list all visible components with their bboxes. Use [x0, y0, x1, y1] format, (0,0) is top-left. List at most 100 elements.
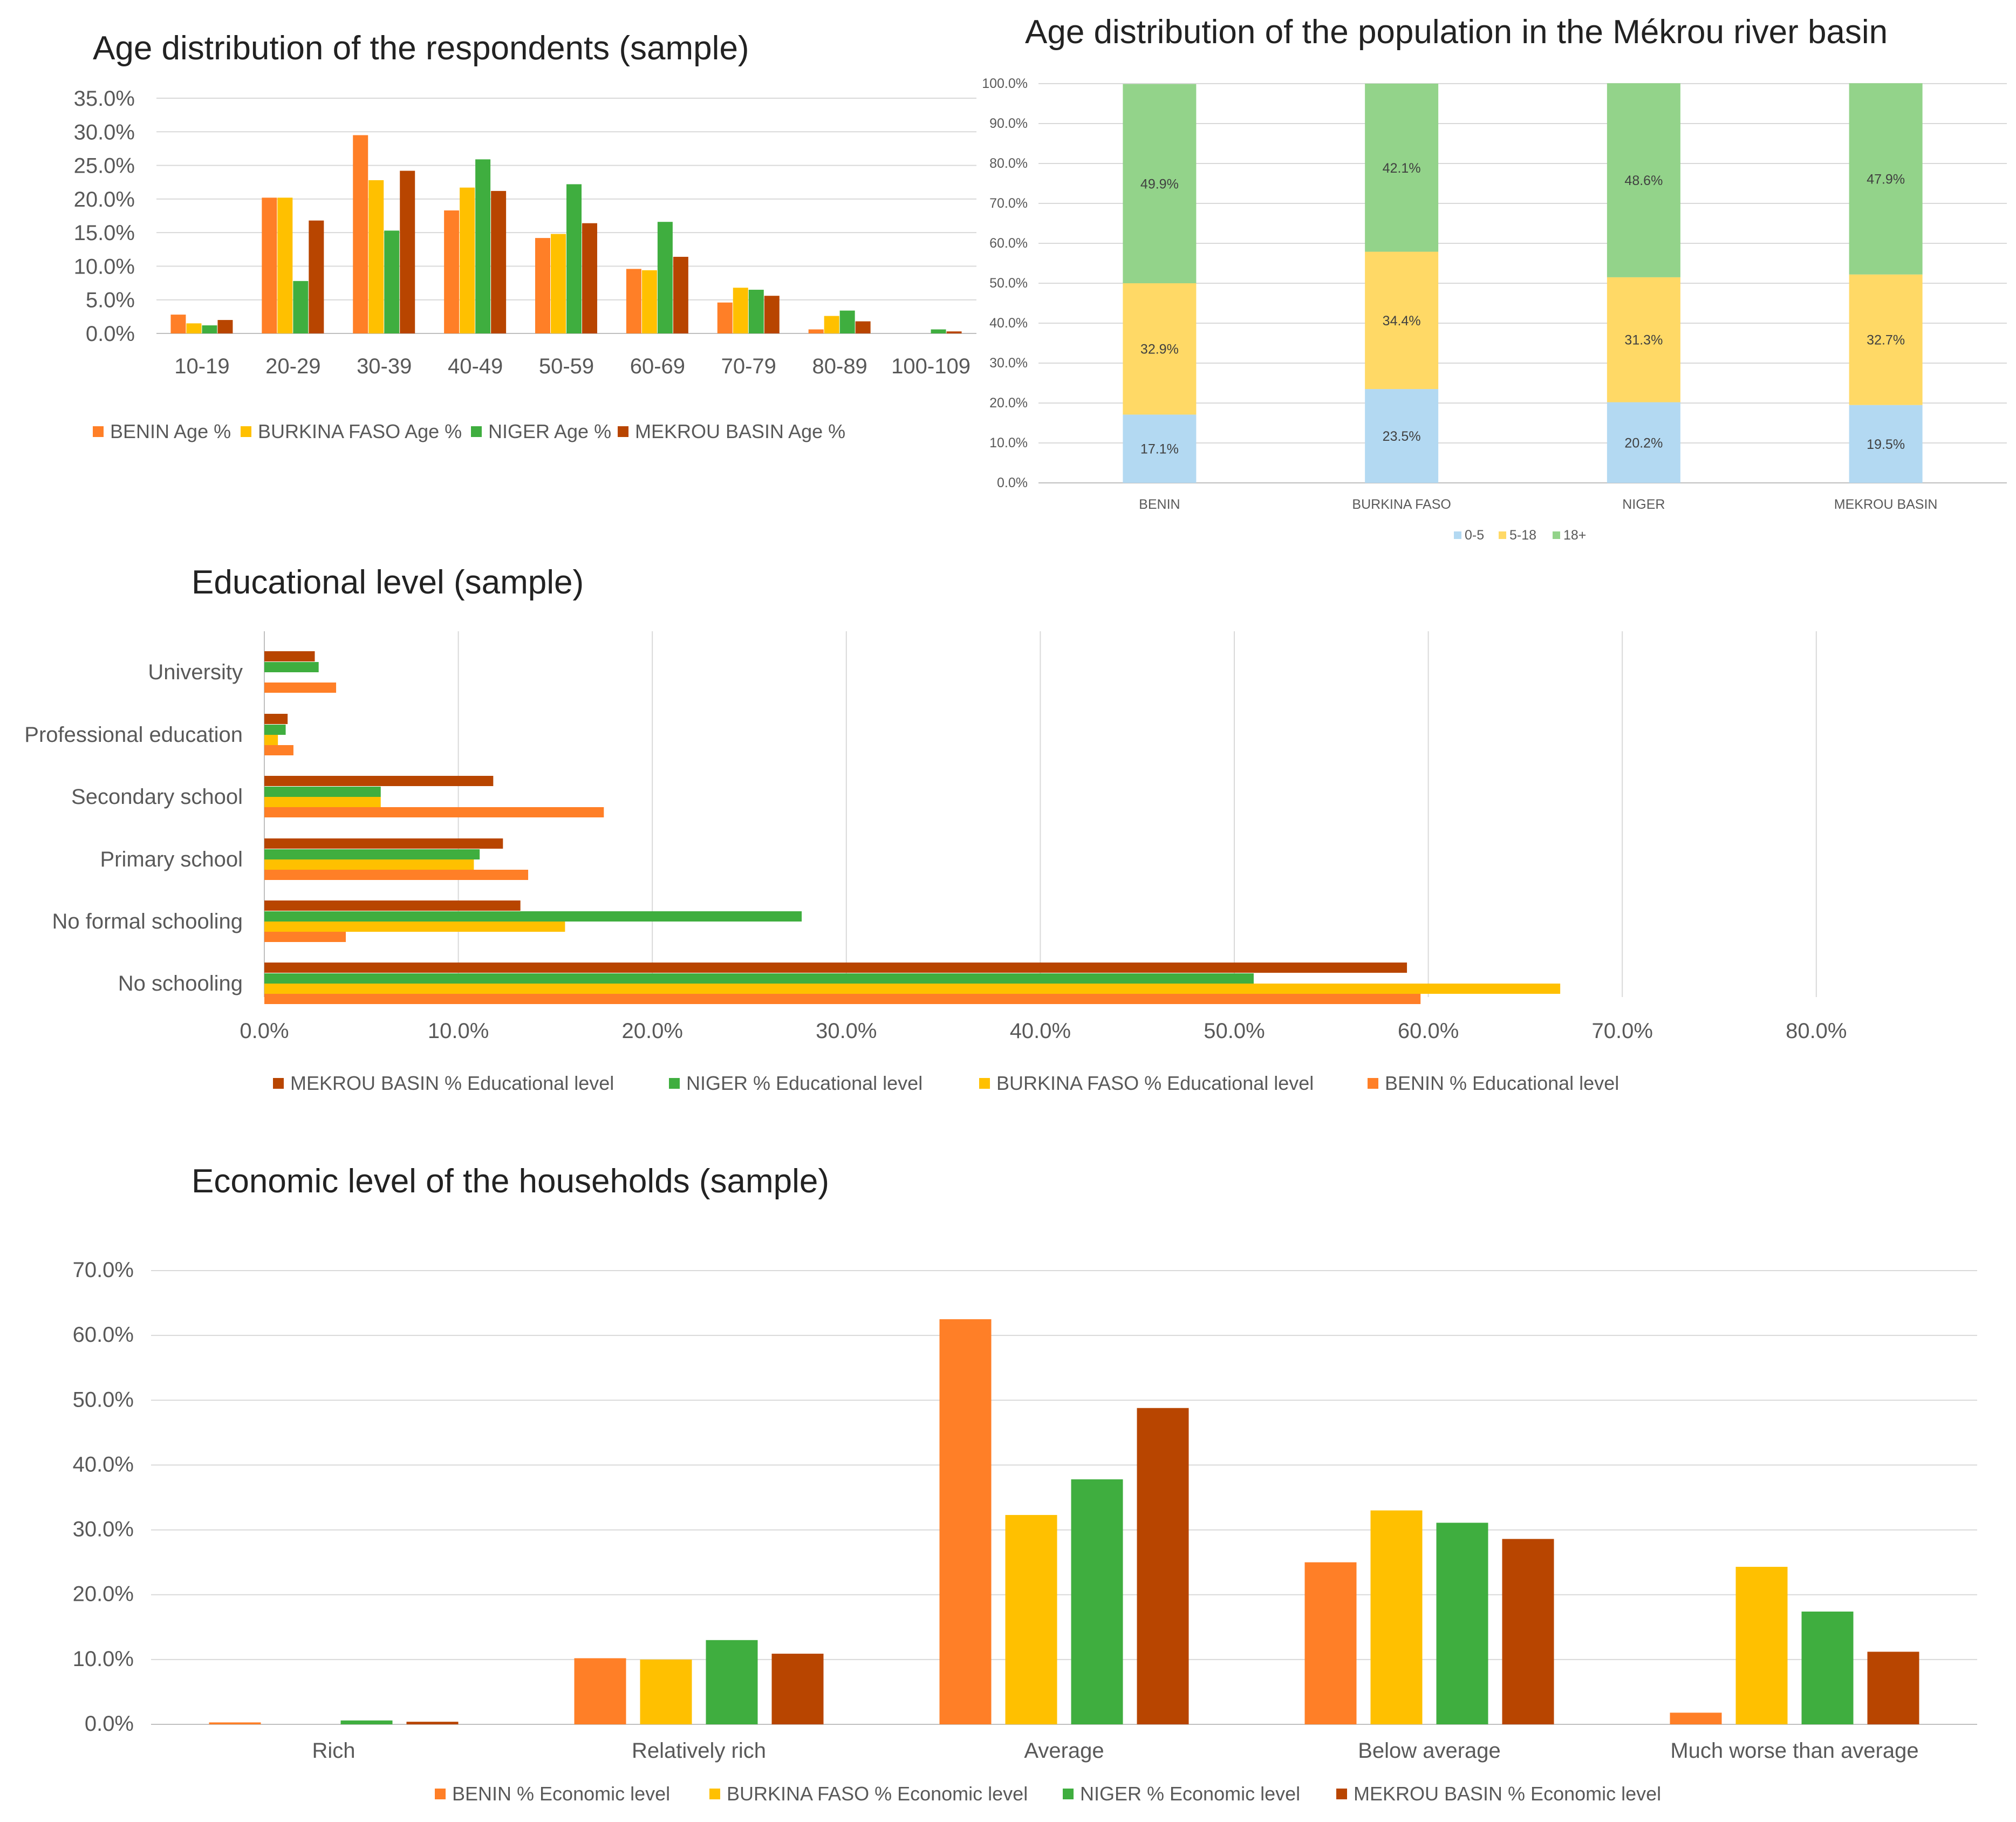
x-tick-label: 10.0% — [428, 1019, 489, 1043]
bar-niger — [264, 973, 1254, 984]
legend-label: 5-18 — [1509, 528, 1536, 543]
bar-benin — [717, 302, 733, 333]
bar-burkina — [551, 234, 566, 333]
bar-mekrou — [400, 170, 415, 333]
bar-burkina — [368, 180, 384, 333]
bar-mekrou — [771, 1654, 824, 1724]
chart-title: Economic level of the households (sample… — [192, 1163, 829, 1200]
bar-mekrou — [309, 220, 324, 333]
bar-mekrou — [491, 190, 507, 333]
legend-label: 0-5 — [1465, 528, 1484, 543]
population-age-chart: Age distribution of the population in th… — [982, 13, 2007, 543]
y-tick-label: 60.0% — [73, 1323, 134, 1347]
legend-label: NIGER % Economic level — [1080, 1783, 1300, 1805]
x-tick-label: 20-29 — [265, 354, 320, 378]
legend-swatch — [241, 426, 251, 437]
stack-segment-5-18 — [1607, 277, 1680, 402]
legend-swatch — [1368, 1078, 1378, 1089]
stack-segment-0-5 — [1123, 414, 1197, 483]
y-tick-label: 100.0% — [982, 76, 1028, 91]
bar-niger — [264, 662, 319, 672]
y-tick-label: 80.0% — [989, 156, 1028, 171]
bar-niger — [931, 329, 946, 333]
x-tick-label: 0.0% — [240, 1019, 289, 1043]
bar-niger — [264, 725, 286, 735]
bar-burkina — [733, 288, 748, 333]
x-tick-label: 70-79 — [721, 354, 776, 378]
data-label: 20.2% — [1624, 435, 1663, 451]
y-tick-label: 10.0% — [73, 1647, 134, 1671]
bar-burkina — [1735, 1567, 1788, 1724]
legend-swatch — [1499, 531, 1506, 539]
bar-mekrou — [855, 321, 871, 333]
x-tick-label: Average — [1024, 1739, 1104, 1763]
y-tick-label: 25.0% — [74, 154, 135, 178]
bar-burkina — [460, 187, 475, 333]
y-tick-label: 30.0% — [989, 356, 1028, 371]
x-tick-label: Below average — [1358, 1739, 1501, 1763]
legend-label: MEKROU BASIN Age % — [635, 420, 845, 442]
y-tick-label: 60.0% — [989, 236, 1028, 251]
y-tick-label: Secondary school — [71, 785, 243, 809]
legend-label: MEKROU BASIN % Economic level — [1354, 1783, 1661, 1805]
education-chart: Educational level (sample) 0.0% 10.0% 20.0%… — [24, 564, 1847, 1094]
legend-swatch — [435, 1789, 446, 1799]
y-tick-label: 70.0% — [73, 1258, 134, 1282]
data-label: 47.9% — [1867, 172, 1905, 187]
bar-benin — [1304, 1562, 1357, 1724]
x-tick-label: 40-49 — [448, 354, 503, 378]
stack-segment-18+ — [1123, 84, 1197, 284]
x-tick-label: 60.0% — [1398, 1019, 1459, 1043]
stack-segment-0-5 — [1849, 405, 1923, 483]
y-tick-label: 15.0% — [74, 221, 135, 245]
chart-title: Age distribution of the population in th… — [1025, 13, 1888, 51]
x-tick-label: BENIN — [1139, 497, 1180, 512]
data-label: 42.1% — [1383, 161, 1421, 176]
y-tick-label: 40.0% — [73, 1452, 134, 1476]
bar-niger — [1071, 1479, 1123, 1724]
legend-swatch — [709, 1789, 720, 1799]
bar-burkina — [1370, 1510, 1423, 1724]
x-tick-label: 100-109 — [891, 354, 971, 378]
x-tick-label: 60-69 — [630, 354, 685, 378]
bar-niger — [264, 787, 381, 797]
bar-benin — [444, 210, 460, 333]
bar-benin — [264, 870, 529, 880]
stack-segment-18+ — [1607, 83, 1680, 277]
x-tick-label: 40.0% — [1010, 1019, 1071, 1043]
economic-chart: Economic level of the households (sample… — [73, 1163, 1977, 1805]
bar-niger — [293, 281, 309, 333]
bar-mekrou — [1502, 1539, 1554, 1724]
legend-swatch — [1063, 1789, 1074, 1799]
bar-mekrou — [764, 296, 780, 333]
bar-niger — [264, 911, 802, 922]
y-tick-label: 5.0% — [86, 289, 135, 312]
legend-swatch — [1454, 531, 1461, 539]
legend-label: BURKINA FASO Age % — [258, 420, 462, 442]
y-tick-label: 0.0% — [86, 322, 135, 346]
bar-benin — [1670, 1712, 1722, 1724]
bar-niger — [202, 325, 217, 333]
data-label: 32.7% — [1867, 333, 1905, 348]
bar-mekrou — [946, 331, 962, 333]
bar-burkina — [824, 316, 839, 333]
bar-mekrou — [582, 223, 597, 333]
bar-benin — [626, 269, 641, 333]
bar-benin — [264, 807, 604, 817]
bar-mekrou — [264, 838, 503, 849]
legend-label: NIGER % Educational level — [686, 1072, 922, 1094]
data-label: 23.5% — [1383, 429, 1421, 444]
x-tick-label: 30.0% — [816, 1019, 877, 1043]
legend-swatch — [618, 426, 628, 437]
x-tick-label: 50.0% — [1204, 1019, 1265, 1043]
bar-mekrou — [217, 320, 233, 333]
bar-mekrou — [1867, 1652, 1919, 1724]
x-tick-label: 50-59 — [539, 354, 594, 378]
bar-mekrou — [264, 776, 494, 786]
y-tick-label: 20.0% — [73, 1582, 134, 1606]
bar-niger — [264, 849, 480, 859]
bar-niger — [839, 310, 855, 333]
x-tick-label: 30-39 — [357, 354, 412, 378]
y-tick-label: Professional education — [24, 723, 243, 747]
